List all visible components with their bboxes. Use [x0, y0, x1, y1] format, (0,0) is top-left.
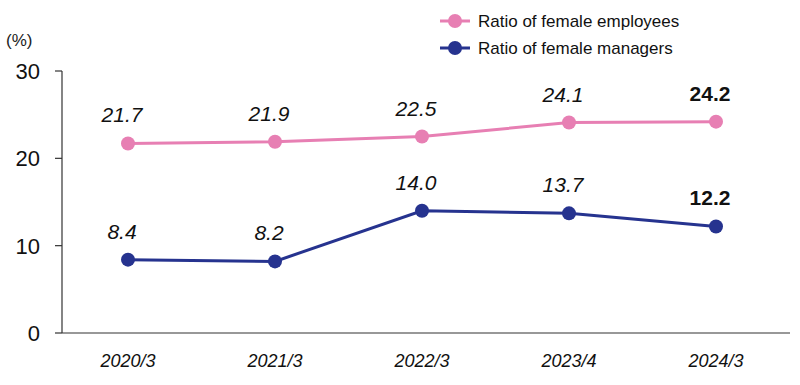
y-axis	[61, 71, 62, 333]
data-labels: 21.7 21.9 22.5 24.1 24.2 8.4 8.2 14.0 13.7 12.2	[101, 82, 731, 245]
data-label: 8.2	[254, 221, 284, 244]
data-label: 24.2	[690, 82, 731, 105]
x-tick-label: 2024/3	[687, 351, 743, 371]
x-tick-label: 2020/3	[99, 351, 155, 371]
y-tick-label: 0	[28, 321, 40, 346]
y-tick-label: 10	[16, 234, 40, 259]
series-line	[128, 122, 716, 144]
y-tick-label: 20	[16, 146, 40, 171]
y-tick	[55, 332, 62, 333]
point-marker	[709, 219, 723, 233]
y-tick	[55, 70, 62, 71]
legend-marker	[448, 41, 462, 55]
point-marker	[562, 116, 576, 130]
legend-label: Ratio of female employees	[478, 12, 679, 31]
point-marker	[709, 115, 723, 129]
chart-container: (%) 0 10 20 30 2020/3 2021/3 2022/3 2023/4 2024/3…	[0, 0, 800, 385]
point-marker	[415, 130, 429, 144]
x-axis	[62, 332, 790, 333]
point-marker	[415, 204, 429, 218]
chart-svg: (%) 0 10 20 30 2020/3 2021/3 2022/3 2023/4 2024/3…	[0, 0, 800, 385]
point-marker	[121, 253, 135, 267]
y-axis-label: (%)	[6, 31, 32, 50]
x-tick-label: 2023/4	[540, 351, 596, 371]
data-label: 12.2	[690, 186, 731, 209]
y-tick	[55, 158, 62, 159]
y-tick-label: 30	[16, 59, 40, 84]
series-line	[128, 211, 716, 262]
plot-marks	[121, 115, 723, 269]
point-marker	[562, 206, 576, 220]
x-tick-label: 2021/3	[246, 351, 302, 371]
point-marker	[121, 136, 135, 150]
point-marker	[268, 254, 282, 268]
legend-label: Ratio of female managers	[478, 39, 673, 58]
data-label: 8.4	[107, 220, 136, 243]
data-label: 21.9	[248, 102, 290, 125]
data-label: 14.0	[396, 171, 437, 194]
x-tick-label: 2022/3	[393, 351, 449, 371]
data-label: 24.1	[542, 83, 584, 106]
y-tick	[55, 245, 62, 246]
data-label: 21.7	[101, 103, 144, 126]
data-label: 13.7	[543, 173, 585, 196]
point-marker	[268, 135, 282, 149]
data-label: 22.5	[395, 97, 437, 120]
legend-marker	[448, 14, 462, 28]
